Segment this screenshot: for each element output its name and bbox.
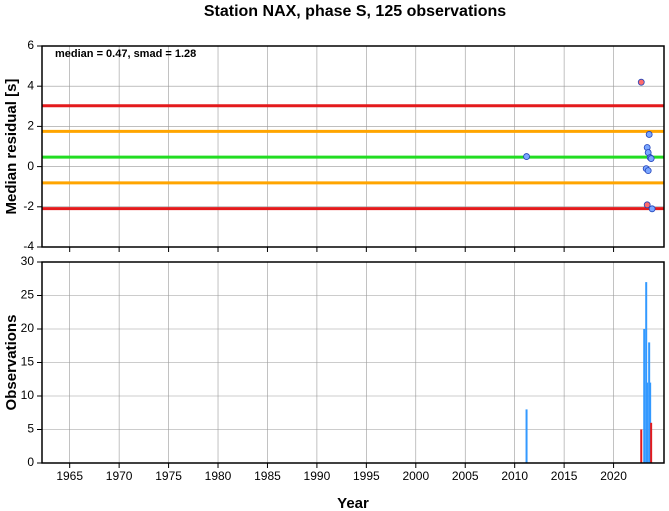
y-tick-label: 20 — [21, 321, 35, 335]
x-tick-label: 2000 — [402, 469, 429, 483]
bar — [650, 422, 653, 463]
x-tick-label: 2005 — [452, 469, 479, 483]
point — [644, 167, 652, 175]
x-tick-label: 2010 — [501, 469, 528, 483]
y-tick-label: 25 — [21, 288, 35, 302]
point — [523, 153, 530, 160]
y-axis-label: Median residual [s] — [3, 79, 20, 215]
point — [643, 201, 651, 209]
y-tick-label: 15 — [21, 355, 35, 369]
x-tick-label: 2015 — [551, 469, 578, 483]
y-tick-label: -2 — [23, 199, 34, 213]
y-tick-label: 4 — [27, 78, 34, 92]
plot-frame — [41, 45, 665, 248]
bar — [645, 282, 648, 463]
point — [647, 155, 655, 162]
bar — [640, 429, 643, 463]
annotation: median = 0.47, smad = 1.28 — [55, 48, 196, 60]
y-tick-label: -4 — [23, 239, 34, 253]
x-tick-label: 1985 — [254, 469, 281, 483]
x-tick-label: 1990 — [304, 469, 331, 483]
point — [645, 131, 653, 138]
plot-frame — [41, 261, 665, 464]
bar — [643, 329, 646, 463]
x-tick-label: 1995 — [353, 469, 380, 483]
chart-title: Station NAX, phase S, 125 observations — [204, 3, 506, 20]
y-tick-label: 10 — [21, 388, 35, 402]
x-tick-label: 1975 — [155, 469, 182, 483]
y-tick-label: 5 — [27, 422, 34, 436]
y-tick-label: 30 — [21, 254, 35, 268]
x-tick-label: 1980 — [205, 469, 232, 483]
point — [637, 78, 645, 86]
x-axis-label: Year — [337, 495, 369, 511]
y-tick-label: 0 — [27, 455, 34, 469]
y-tick-label: 2 — [27, 119, 34, 133]
x-tick-label: 1970 — [106, 469, 133, 483]
bar — [646, 382, 649, 463]
bar — [525, 409, 528, 463]
y-tick-label: 6 — [27, 38, 34, 52]
y-axis-label: Observations — [3, 315, 20, 411]
x-tick-label: 2020 — [600, 469, 627, 483]
point — [648, 205, 656, 213]
x-tick-label: 1965 — [56, 469, 83, 483]
y-tick-label: 0 — [27, 159, 34, 173]
